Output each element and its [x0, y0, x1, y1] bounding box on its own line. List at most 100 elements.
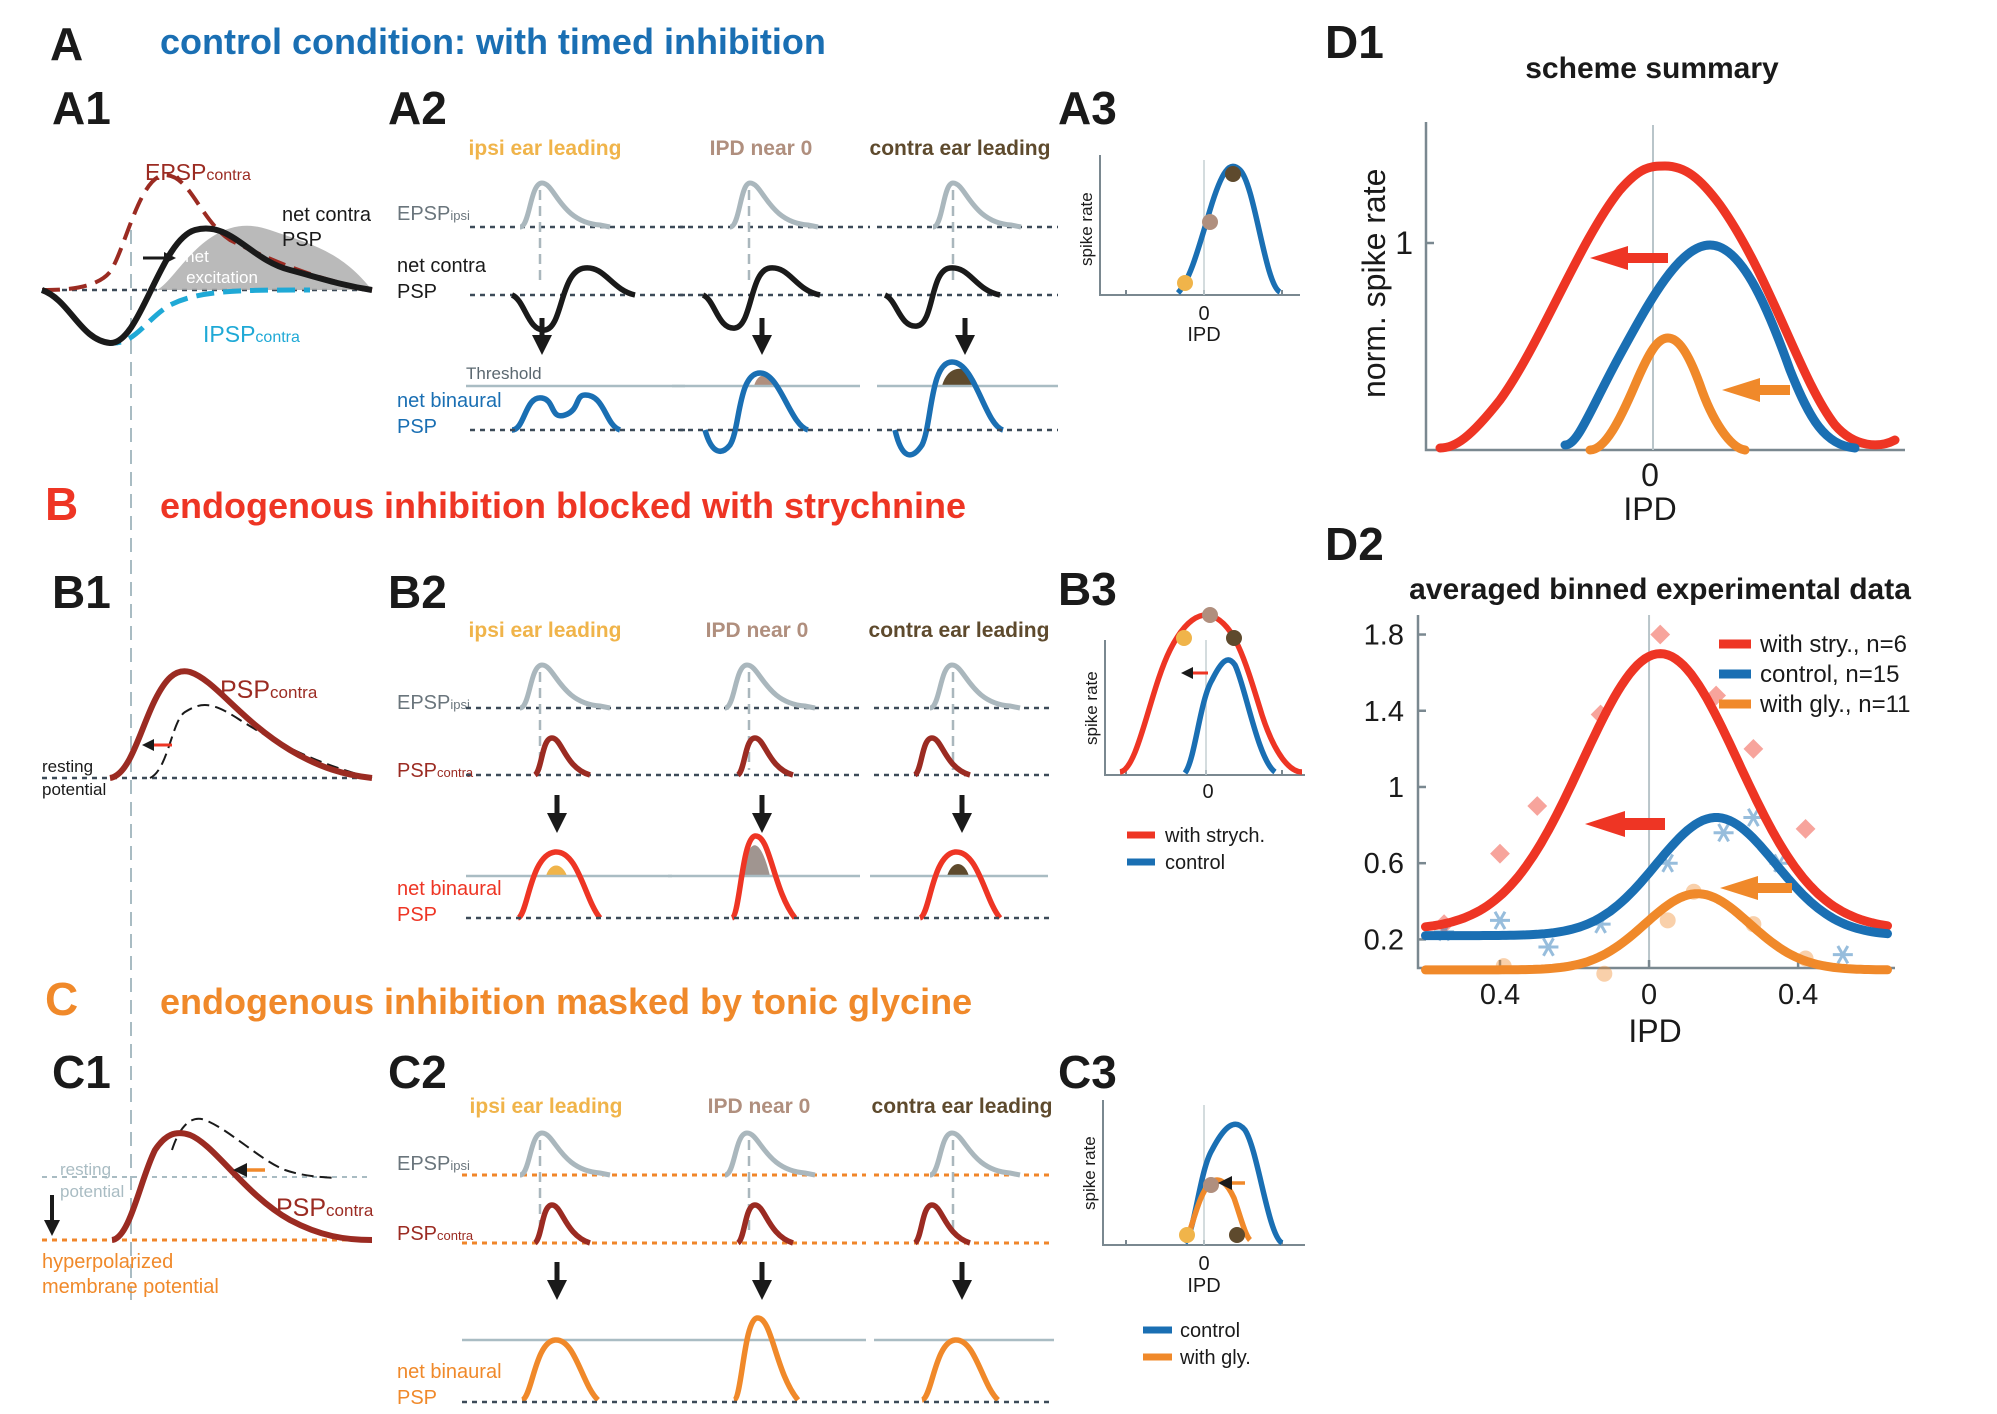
d2-legend-label-stry: with stry., n=6: [1759, 631, 1907, 658]
panel-a3: A3 spike rate 0 IPD: [1058, 82, 1300, 346]
panel-label-b1: B1: [52, 566, 111, 618]
d1-glycine-curve: [1585, 333, 1750, 455]
panel-label-c3: C3: [1058, 1046, 1117, 1098]
d2-glycine-shift-arrow: [1720, 876, 1792, 900]
b2c1-net-binaural-curve: [516, 849, 603, 921]
panel-c1: C1 resting potential PSPcontra hyperpola…: [42, 1046, 374, 1298]
d2-fit-curve-gly: [1421, 889, 1892, 975]
d2-point-control: [1713, 823, 1734, 843]
d2-ytick-label: 1: [1388, 772, 1404, 804]
d1-ylabel: norm. spike rate: [1356, 169, 1392, 398]
a2c1-net-binaural-curve: [511, 392, 622, 433]
panel-label-c2: C2: [388, 1046, 447, 1098]
d2-point-control: [1832, 945, 1853, 965]
b2-psp-contra-label: PSPcontra: [397, 760, 474, 782]
b2-net-binaural-label-1: net binaural: [397, 878, 502, 900]
d2-point-stry: [1490, 843, 1510, 864]
a3-axes: [1099, 155, 1300, 296]
c2c3-net-binaural-curve: [920, 1337, 1001, 1403]
panel-c2: C2 ipsi ear leading IPD near 0 contra ea…: [388, 1046, 1054, 1409]
a2-col-near0-title: IPD near 0: [710, 137, 813, 160]
c3-axes: [1102, 1100, 1305, 1246]
b2-col-near0-title: IPD near 0: [706, 619, 809, 642]
b3-legend-control: control: [1165, 852, 1225, 874]
c1-resting-label-2: potential: [60, 1182, 124, 1201]
panel-label-a3: A3: [1058, 82, 1117, 134]
a2-net-contra-label-1: net contra: [397, 255, 487, 277]
a2-net-binaural-label-1: net binaural: [397, 390, 502, 412]
d2-point-gly: [1659, 912, 1676, 929]
d2-point-stry: [1795, 818, 1816, 839]
a3-point-ipsi: [1177, 275, 1193, 291]
c1-hyper-label-2: membrane potential: [42, 1276, 219, 1298]
a2-threshold-label: Threshold: [466, 364, 542, 383]
panel-b-title: endogenous inhibition blocked with stryc…: [160, 485, 966, 526]
panel-label-c1: C1: [52, 1046, 111, 1098]
a1-net-excitation-label-1: net: [185, 247, 209, 266]
a1-ipsp-contra-label: IPSPcontra: [203, 321, 300, 347]
b1-resting-label-1: resting: [42, 757, 93, 776]
panel-label-a: A: [50, 18, 83, 70]
panel-label-a2: A2: [388, 82, 447, 134]
panel-label-d1: D1: [1325, 16, 1384, 68]
d2-legend-label-control: control, n=15: [1760, 661, 1899, 688]
panel-label-a1: A1: [52, 82, 111, 134]
a2c1-net-contra-curve: [510, 265, 636, 333]
b2c3-epsp-ipsi-curve: [928, 662, 1021, 711]
a2c2-net-contra-curve: [701, 265, 821, 331]
d2-ytick-label: 1.8: [1364, 620, 1404, 652]
a2-net-binaural-label-2: PSP: [397, 416, 437, 438]
a3-control-tuning-curve: [1175, 163, 1282, 295]
c1-psp-contra-curve: [110, 1130, 373, 1243]
d2-point-stry: [1650, 624, 1671, 645]
c2c3-epsp-ipsi-curve: [928, 1130, 1021, 1178]
d2-fit-curve-control: [1421, 813, 1892, 941]
d2-point-control: [1489, 910, 1510, 930]
d1-xlabel: IPD: [1623, 491, 1676, 527]
d1-title: scheme summary: [1525, 52, 1779, 85]
b2-net-binaural-label-2: PSP: [397, 904, 437, 926]
d2-fit-curve-stry: [1421, 649, 1892, 932]
panel-label-b3: B3: [1058, 563, 1117, 615]
panel-a-title: control condition: with timed inhibition: [160, 21, 826, 62]
a2-epsp-ipsi-label: EPSPipsi: [397, 203, 470, 225]
d2-ytick-label: 0.2: [1364, 924, 1404, 956]
a3-ylabel: spike rate: [1077, 192, 1096, 266]
d1-strychnine-curve: [1435, 161, 1900, 453]
panel-d1: D1 scheme summary norm. spike rate 1 0 I…: [1325, 16, 1905, 527]
a1-net-contra-label-1: net contra: [282, 204, 372, 226]
d1-xtick-label: 0: [1641, 457, 1659, 493]
net-contra-psp-curve: [40, 225, 373, 346]
b3-ylabel: spike rate: [1082, 671, 1101, 745]
c3-ylabel: spike rate: [1080, 1136, 1099, 1210]
b2c3-net-binaural-curve: [918, 849, 1003, 921]
c2-col-ipsi-title: ipsi ear leading: [470, 1095, 623, 1118]
c3-zero-tick: 0: [1198, 1253, 1209, 1275]
c2-col-near0-title: IPD near 0: [708, 1095, 811, 1118]
c2c2-epsp-ipsi-curve: [723, 1130, 816, 1178]
b2c2-epsp-ipsi-curve: [723, 662, 816, 711]
c2c1-epsp-ipsi-curve: [518, 1130, 611, 1178]
d2-axes: [1416, 615, 1895, 970]
c2-net-binaural-label-2: PSP: [397, 1387, 437, 1409]
c3-legend-gly: with gly.: [1179, 1347, 1251, 1369]
a2c1-epsp-ipsi-curve: [518, 180, 611, 230]
epsp-contra-curve: [41, 172, 373, 292]
c2-col-contra-title: contra ear leading: [872, 1095, 1053, 1118]
panel-label-d2: D2: [1325, 518, 1384, 570]
panel-label-b: B: [45, 478, 78, 530]
b3-zero-tick: 0: [1202, 781, 1213, 803]
d2-xlabel: IPD: [1628, 1013, 1681, 1049]
a2-col-contra-title: contra ear leading: [870, 137, 1051, 160]
panel-label-c: C: [45, 973, 78, 1025]
c2c2-net-binaural-curve: [731, 1315, 801, 1403]
c3-point-ipsi: [1179, 1227, 1195, 1243]
d2-ytick-label: 1.4: [1364, 696, 1404, 728]
c2c1-net-binaural-curve: [520, 1337, 601, 1403]
d2-point-stry: [1743, 738, 1764, 759]
b2-col-ipsi-title: ipsi ear leading: [469, 619, 622, 642]
a2c3-epsp-ipsi-curve: [931, 180, 1022, 230]
c2c3-psp-contra-curve: [912, 1202, 972, 1246]
d2-legend-label-gly: with gly., n=11: [1759, 691, 1911, 718]
d2-ytick-label: 0.6: [1364, 848, 1404, 880]
